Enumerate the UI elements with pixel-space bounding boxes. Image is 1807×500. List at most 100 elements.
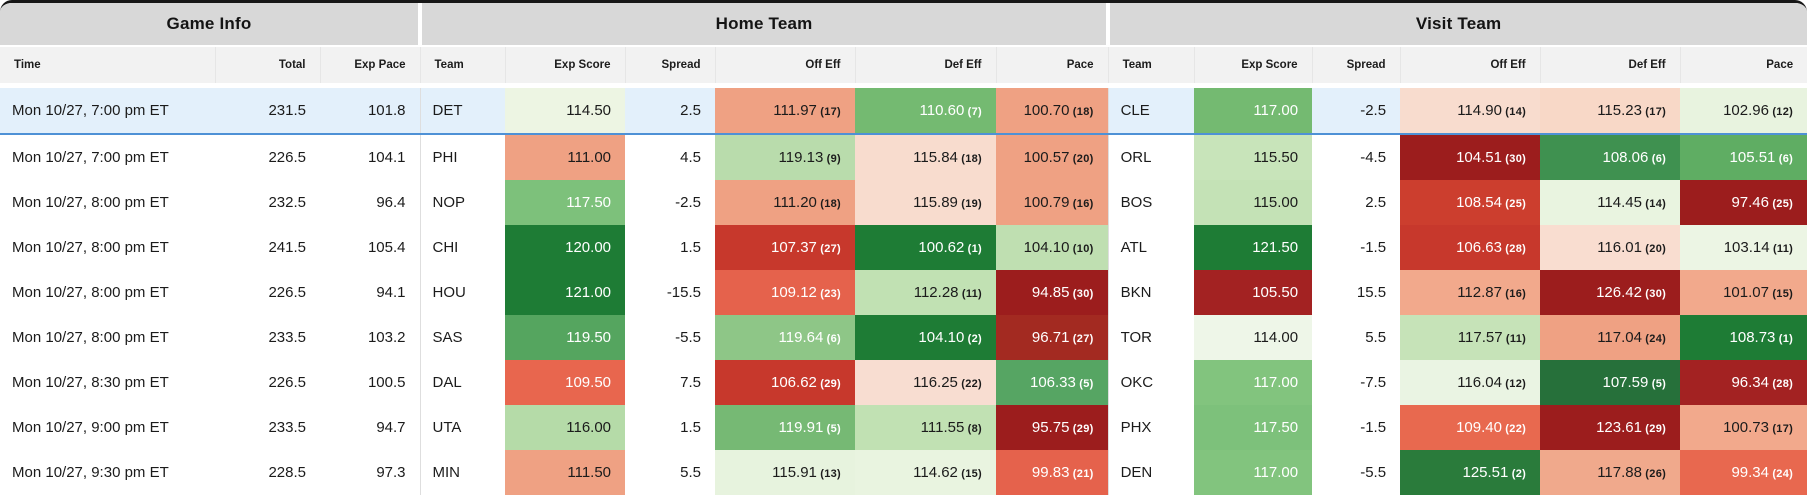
cell-visit-pace-value: 96.34 <box>1731 374 1769 391</box>
cell-home-pace-value: 100.79 <box>1023 194 1070 211</box>
cell-home-team: NOP <box>419 180 506 225</box>
cell-visit-pace-rank: (24) <box>1768 468 1794 480</box>
cell-home-pace-rank: (21) <box>1069 468 1094 480</box>
cell-visit-def-eff: 117.88 (26) <box>1540 450 1681 495</box>
cell-home-exp-score-value: 117.50 <box>566 194 612 211</box>
cell-home-off-eff: 107.37 (27) <box>715 225 856 270</box>
cell-visit-pace-rank: (12) <box>1768 106 1794 118</box>
cell-visit-off-eff-value: 109.40 <box>1456 419 1502 436</box>
cell-visit-def-eff: 126.42 (30) <box>1540 270 1681 315</box>
cell-home-exp-score: 120.00 <box>505 225 626 270</box>
col-header-home-exp-score[interactable]: Exp Score <box>504 46 626 86</box>
cell-visit-def-eff-value: 126.42 <box>1596 284 1642 301</box>
cell-visit-def-eff: 108.06 (6) <box>1540 134 1681 180</box>
cell-total: 231.5 <box>215 84 320 135</box>
cell-home-spread: 4.5 <box>680 149 702 166</box>
cell-home-exp-score: 111.50 <box>505 450 626 495</box>
cell-home-exp-score: 119.50 <box>505 315 626 360</box>
game-row[interactable]: Mon 10/27, 8:00 pm ET 226.5 94.1 HOU 121.00 -… <box>0 270 1807 315</box>
group-header-visit-team: Visit Team <box>1106 3 1807 46</box>
cell-exp-pace: 105.4 <box>367 239 406 256</box>
cell-visit-off-eff: 125.51 (2) <box>1400 450 1541 495</box>
cell-home-exp-score-value: 121.00 <box>565 284 612 301</box>
game-row[interactable]: Mon 10/27, 8:30 pm ET 226.5 100.5 DAL 109.50… <box>0 360 1807 405</box>
col-header-exp-pace[interactable]: Exp Pace <box>319 46 421 86</box>
col-header-home-spread[interactable]: Spread <box>624 46 716 86</box>
cell-visit-def-eff-rank: (20) <box>1641 243 1667 255</box>
cell-visit-off-eff-rank: (11) <box>1502 333 1527 345</box>
cell-home-off-eff: 111.97 (17) <box>715 84 856 135</box>
cell-visit-pace: 103.14 (11) <box>1680 225 1807 270</box>
cell-visit-pace-rank: (25) <box>1768 198 1794 210</box>
cell-visit-pace-rank: (11) <box>1769 243 1794 255</box>
cell-visit-off-eff-rank: (16) <box>1501 288 1527 300</box>
cell-home-off-eff-value: 119.91 <box>778 419 824 436</box>
cell-visit-spread: 5.5 <box>1365 329 1387 346</box>
col-header-home-def-eff[interactable]: Def Eff <box>854 46 997 86</box>
cell-home-spread: -15.5 <box>666 284 702 301</box>
col-header-home-off-eff[interactable]: Off Eff <box>714 46 856 86</box>
cell-visit-exp-score-value: 117.00 <box>1253 102 1299 119</box>
game-row[interactable]: Mon 10/27, 8:00 pm ET 232.5 96.4 NOP 117.50 -… <box>0 180 1807 225</box>
col-header-visit-def-eff[interactable]: Def Eff <box>1539 46 1681 86</box>
cell-exp-pace: 103.2 <box>367 329 406 346</box>
cell-time: Mon 10/27, 8:00 pm ET <box>12 284 169 301</box>
col-header-visit-spread[interactable]: Spread <box>1311 46 1401 86</box>
cell-home-off-eff-rank: (18) <box>816 198 842 210</box>
game-row[interactable]: Mon 10/27, 7:00 pm ET 226.5 104.1 PHI 111.00… <box>0 134 1807 180</box>
cell-home-spread: 5.5 <box>680 464 702 481</box>
group-header-row: Game Info Home Team Visit Team <box>0 3 1807 46</box>
cell-home-exp-score: 116.00 <box>505 405 626 450</box>
cell-home-off-eff-rank: (23) <box>816 288 842 300</box>
game-row[interactable]: Mon 10/27, 9:30 pm ET 228.5 97.3 MIN 111.50 5… <box>0 450 1807 495</box>
cell-home-spread: 1.5 <box>680 419 702 436</box>
col-header-home-pace[interactable]: Pace <box>995 46 1109 86</box>
game-row[interactable]: Mon 10/27, 8:00 pm ET 233.5 103.2 SAS 119.50… <box>0 315 1807 360</box>
cell-visit-spread: -7.5 <box>1360 374 1387 391</box>
cell-visit-pace-value: 105.51 <box>1729 149 1776 166</box>
cell-home-pace-value: 95.75 <box>1031 419 1070 436</box>
cell-home-spread: 7.5 <box>680 374 702 391</box>
cell-home-pace-rank: (10) <box>1069 243 1094 255</box>
cell-visit-spread: -1.5 <box>1360 239 1387 256</box>
cell-home-off-eff-value: 106.62 <box>771 374 817 391</box>
col-header-visit-off-eff[interactable]: Off Eff <box>1399 46 1541 86</box>
cell-visit-exp-score: 117.00 <box>1194 84 1313 135</box>
col-header-visit-pace[interactable]: Pace <box>1679 46 1807 86</box>
cell-home-def-eff-rank: (18) <box>957 153 983 165</box>
cell-home-off-eff-value: 111.97 <box>773 102 817 119</box>
cell-visit-pace-value: 108.73 <box>1729 329 1776 346</box>
col-header-visit-exp-score[interactable]: Exp Score <box>1193 46 1313 86</box>
game-row[interactable]: Mon 10/27, 8:00 pm ET 241.5 105.4 CHI 120.00… <box>0 225 1807 270</box>
game-row[interactable]: Mon 10/27, 9:00 pm ET 233.5 94.7 UTA 116.00 1… <box>0 405 1807 450</box>
cell-home-off-eff: 119.13 (9) <box>715 134 856 180</box>
cell-home-pace: 99.83 (21) <box>996 450 1109 495</box>
cell-visit-exp-score: 117.00 <box>1194 450 1313 495</box>
cell-visit-off-eff-rank: (14) <box>1501 106 1527 118</box>
cell-total: 232.5 <box>268 194 306 211</box>
cell-exp-pace: 96.4 <box>376 194 406 211</box>
cell-visit-def-eff-rank: (29) <box>1641 423 1667 435</box>
cell-home-off-eff: 115.91 (13) <box>715 450 856 495</box>
cell-home-off-eff-value: 119.64 <box>778 329 824 346</box>
col-header-total[interactable]: Total <box>214 46 320 86</box>
cell-home-def-eff-value: 100.62 <box>918 239 965 256</box>
game-row[interactable]: Mon 10/27, 7:00 pm ET 231.5 101.8 DET 114.50… <box>0 84 1807 135</box>
cell-home-pace-value: 100.70 <box>1023 102 1070 119</box>
cell-home-exp-score: 111.00 <box>505 134 626 180</box>
cell-home-pace-rank: (16) <box>1069 198 1094 210</box>
cell-visit-exp-score: 114.00 <box>1194 315 1313 360</box>
cell-visit-exp-score: 117.50 <box>1194 405 1313 450</box>
cell-visit-def-eff: 114.45 (14) <box>1540 180 1681 225</box>
col-header-time[interactable]: Time <box>0 46 215 86</box>
cell-visit-pace: 108.73 (1) <box>1680 315 1807 360</box>
cell-total: 226.5 <box>268 284 306 301</box>
cell-home-off-eff-value: 107.37 <box>771 239 817 256</box>
cell-visit-exp-score: 115.50 <box>1194 134 1313 180</box>
cell-visit-def-eff: 117.04 (24) <box>1540 315 1681 360</box>
col-header-visit-team[interactable]: Team <box>1107 46 1195 86</box>
col-header-home-team[interactable]: Team <box>419 46 506 86</box>
cell-home-def-eff-value: 110.60 <box>919 102 965 119</box>
cell-home-pace-rank: (20) <box>1069 153 1094 165</box>
